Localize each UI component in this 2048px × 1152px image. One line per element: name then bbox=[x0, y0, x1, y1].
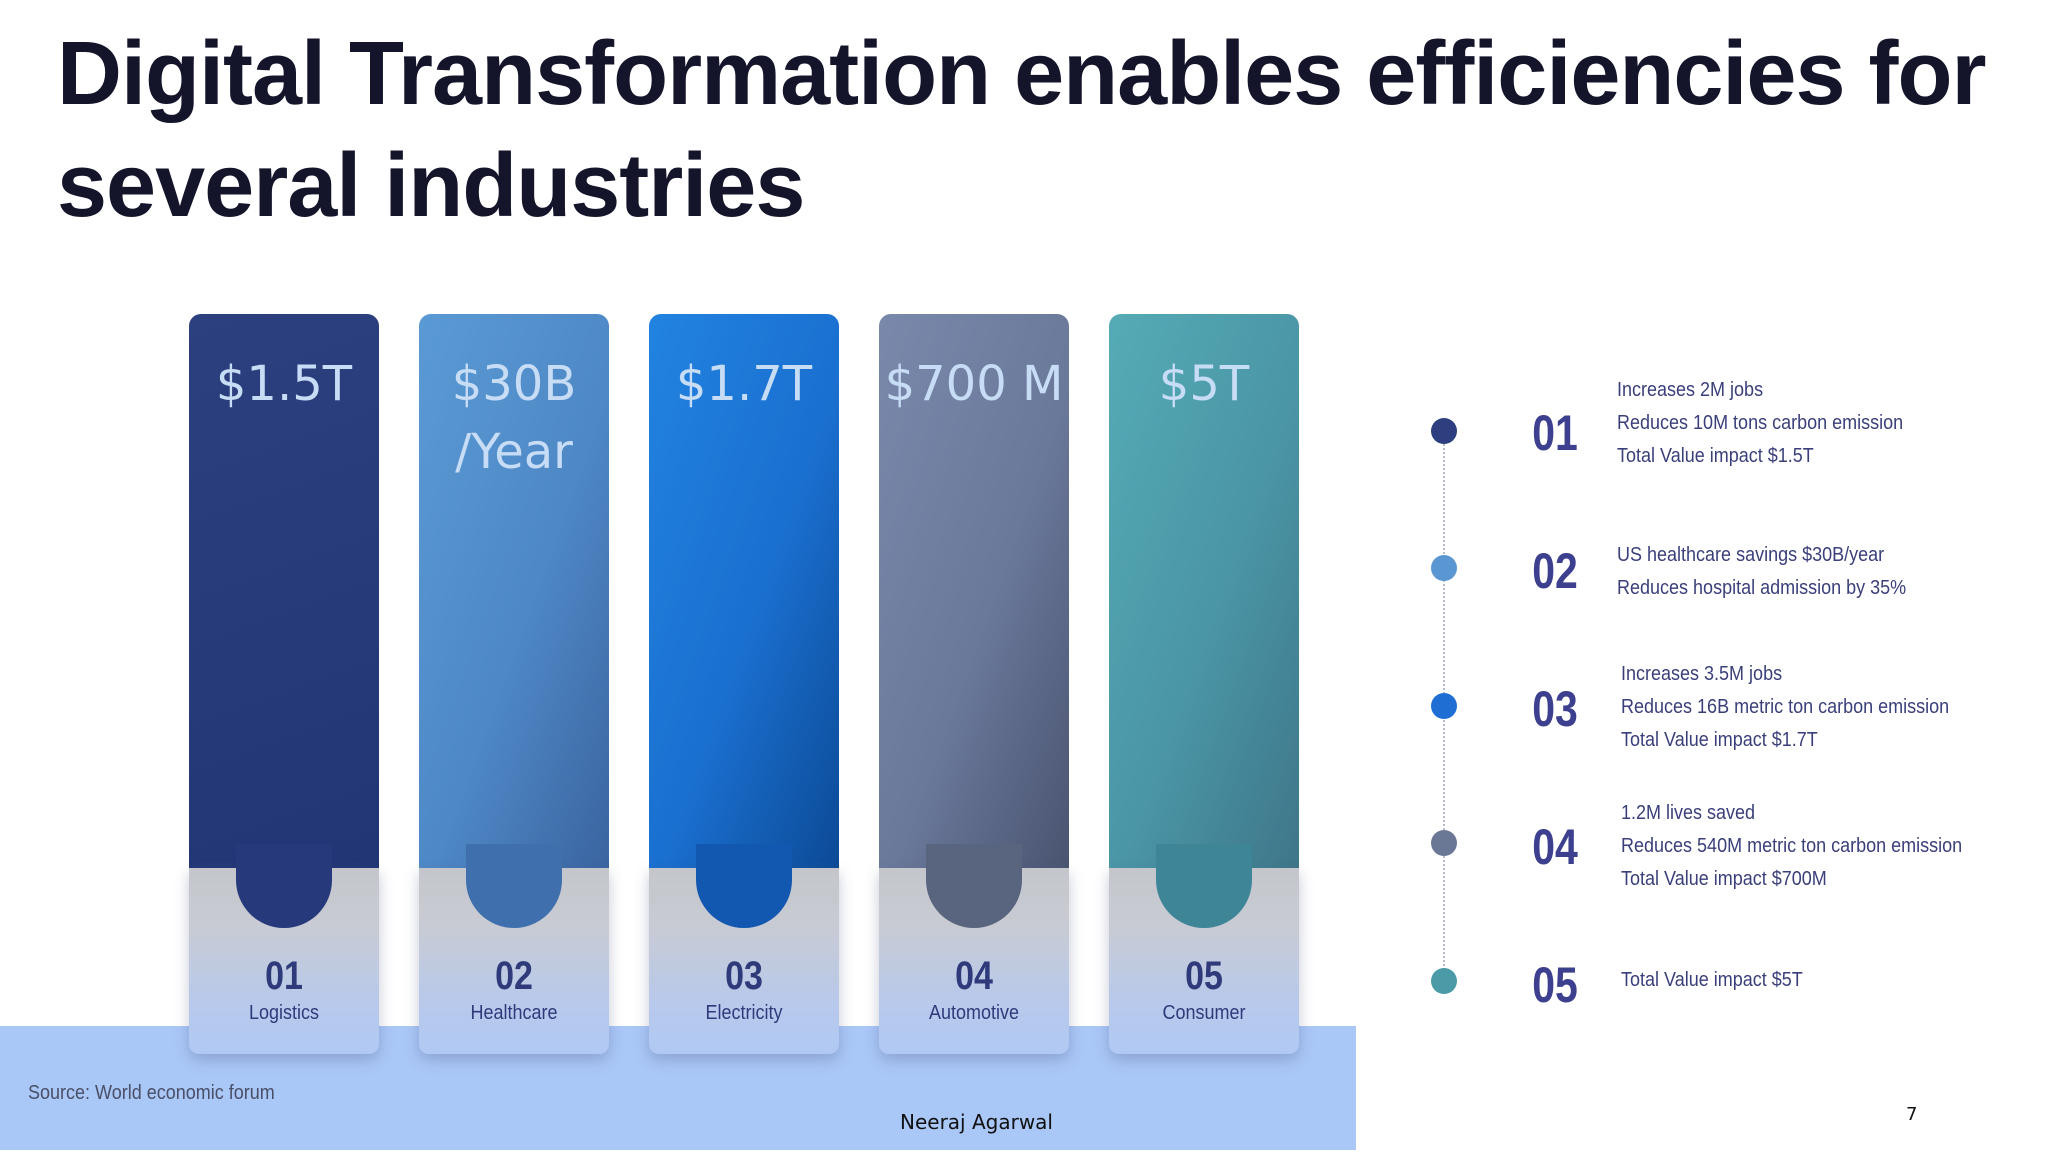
timeline-text: Increases 2M jobs Reduces 10M tons carbo… bbox=[1617, 374, 1903, 473]
timeline-text: Total Value impact $5T bbox=[1621, 964, 1803, 997]
timeline-line-text: Total Value impact $1.5T bbox=[1617, 445, 1814, 467]
column-label: Healthcare bbox=[470, 1002, 558, 1024]
industry-column-electricity: $1.7T 03 Electricity bbox=[649, 314, 839, 1054]
timeline-line-text: Reduces 540M metric ton carbon emission bbox=[1621, 835, 1963, 857]
column-label: Logistics bbox=[248, 1002, 320, 1024]
column-bar bbox=[1109, 314, 1299, 868]
column-value: $5T bbox=[1158, 356, 1250, 412]
page-number: 7 bbox=[1906, 1104, 1918, 1125]
timeline-dot bbox=[1431, 693, 1457, 719]
column-notch bbox=[236, 844, 332, 928]
timeline-line-text: US healthcare savings $30B/year bbox=[1617, 544, 1885, 566]
column-value: $30B /Year bbox=[451, 356, 577, 480]
timeline-line-text: Reduces 16B metric ton carbon emission bbox=[1621, 696, 1950, 718]
timeline-text: 1.2M lives saved Reduces 540M metric ton… bbox=[1621, 797, 1962, 896]
column-label: Consumer bbox=[1162, 1002, 1246, 1024]
column-notch bbox=[696, 844, 792, 928]
timeline-dot bbox=[1431, 418, 1457, 444]
timeline-line-text: Total Value impact $700M bbox=[1621, 868, 1827, 890]
column-number: 01 bbox=[265, 954, 303, 998]
timeline-line-text: Total Value impact $1.7T bbox=[1621, 729, 1818, 751]
timeline-line-text: Reduces hospital admission by 35% bbox=[1617, 577, 1907, 599]
timeline-number: 02 bbox=[1532, 543, 1578, 599]
timeline-dot bbox=[1431, 555, 1457, 581]
industry-column-consumer: $5T 05 Consumer bbox=[1109, 314, 1299, 1054]
column-notch bbox=[926, 844, 1022, 928]
author-name: Neeraj Agarwal bbox=[900, 1110, 1053, 1134]
column-number: 05 bbox=[1185, 954, 1223, 998]
timeline-text: Increases 3.5M jobs Reduces 16B metric t… bbox=[1621, 658, 1949, 757]
column-number: 02 bbox=[495, 954, 533, 998]
column-label: Electricity bbox=[705, 1002, 783, 1024]
timeline-line-text: Total Value impact $5T bbox=[1621, 969, 1803, 991]
column-number: 03 bbox=[725, 954, 763, 998]
column-bar bbox=[649, 314, 839, 868]
column-notch bbox=[466, 844, 562, 928]
column-value: $1.7T bbox=[675, 356, 813, 412]
timeline-line-text: 1.2M lives saved bbox=[1621, 802, 1756, 824]
source-note: Source: World economic forum bbox=[28, 1082, 275, 1104]
column-label: Automotive bbox=[928, 1002, 1020, 1024]
industry-column-automotive: $700 M 04 Automotive bbox=[879, 314, 1069, 1054]
timeline-text: US healthcare savings $30B/year Reduces … bbox=[1617, 539, 1906, 605]
column-bar bbox=[419, 314, 609, 868]
timeline-number: 03 bbox=[1532, 681, 1578, 737]
timeline-number: 05 bbox=[1532, 957, 1578, 1013]
timeline-line-text: Increases 2M jobs bbox=[1617, 379, 1764, 401]
column-value: $1.5T bbox=[215, 356, 353, 412]
industry-column-logistics: $1.5T 01 Logistics bbox=[189, 314, 379, 1054]
column-notch bbox=[1156, 844, 1252, 928]
column-bar bbox=[879, 314, 1069, 868]
slide-title: Digital Transformation enables efficienc… bbox=[57, 24, 1987, 236]
industry-column-healthcare: $30B /Year 02 Healthcare bbox=[419, 314, 609, 1054]
column-bar bbox=[189, 314, 379, 868]
timeline-number: 01 bbox=[1532, 405, 1578, 461]
column-number: 04 bbox=[955, 954, 993, 998]
timeline-number: 04 bbox=[1532, 819, 1578, 875]
column-value: $700 M bbox=[884, 356, 1064, 412]
timeline-line-text: Increases 3.5M jobs bbox=[1621, 663, 1783, 685]
timeline-dot bbox=[1431, 968, 1457, 994]
timeline-dot bbox=[1431, 830, 1457, 856]
timeline-line-text: Reduces 10M tons carbon emission bbox=[1617, 412, 1904, 434]
